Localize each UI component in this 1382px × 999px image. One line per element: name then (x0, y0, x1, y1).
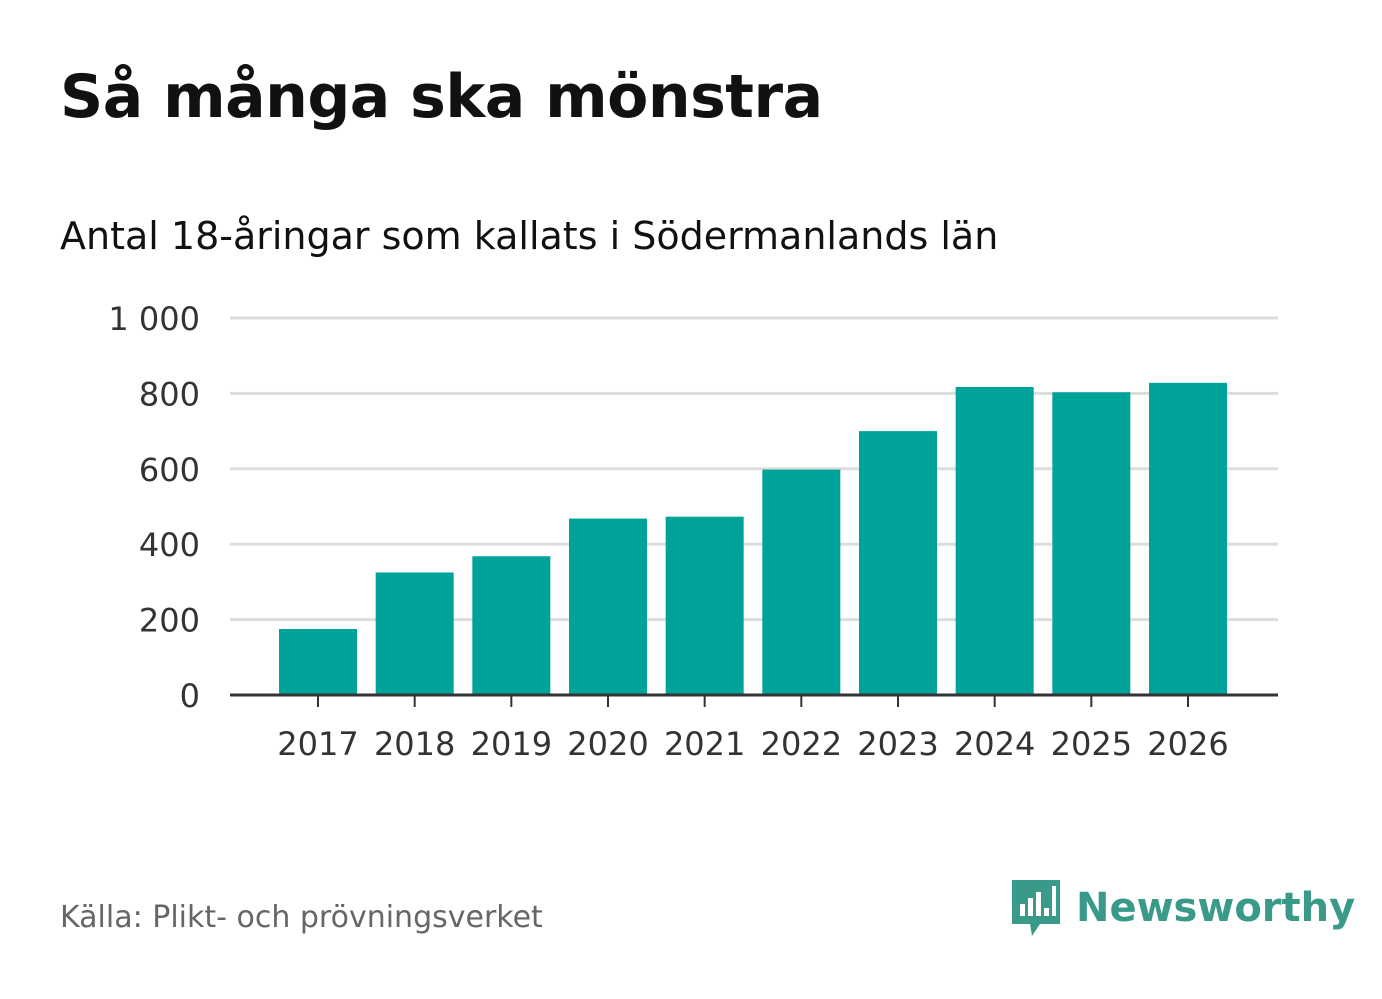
x-tick-label: 2018 (374, 725, 455, 763)
bar-2026 (1149, 382, 1227, 695)
bar-2022 (762, 469, 841, 695)
x-tick-label: 2021 (664, 725, 745, 763)
x-tick-label: 2017 (277, 725, 358, 763)
bar-2017 (279, 629, 357, 695)
chart-title: Så många ska mönstra (60, 62, 823, 132)
bar-2020 (569, 518, 647, 695)
bar-2025 (1052, 392, 1131, 695)
bar-2021 (665, 516, 744, 695)
chart-subtitle: Antal 18-åringar som kallats i Södermanl… (60, 214, 999, 258)
y-tick-label: 600 (139, 451, 200, 489)
bar-2018 (375, 572, 454, 695)
x-tick-label: 2022 (761, 725, 842, 763)
y-tick-label: 0 (180, 677, 200, 715)
x-tick-label: 2026 (1147, 725, 1228, 763)
x-tick-label: 2024 (954, 725, 1035, 763)
y-tick-label: 1 000 (108, 300, 200, 338)
bar-2024 (955, 386, 1034, 695)
x-tick-label: 2023 (857, 725, 938, 763)
bar-2019 (472, 556, 551, 695)
source-note: Källa: Plikt- och prövningsverket (60, 900, 543, 935)
y-tick-label: 800 (139, 375, 200, 413)
y-tick-label: 200 (139, 602, 200, 640)
x-tick-label: 2020 (567, 725, 648, 763)
brand-name: Newsworthy (1076, 885, 1356, 931)
bars (279, 382, 1227, 695)
bar-2023 (859, 431, 937, 695)
brand-logo: Newsworthy (1010, 878, 1355, 938)
x-tick-label: 2025 (1051, 725, 1132, 763)
y-tick-label: 400 (139, 526, 200, 564)
x-tick-label: 2019 (471, 725, 552, 763)
y-axis-ticks: 0 200 400 600 800 1 000 (108, 300, 200, 715)
bar-chart-speech-icon (1012, 880, 1060, 936)
x-axis-ticks: 2017 2018 2019 2020 2021 2022 2023 2024 2025 2026 (277, 695, 1229, 763)
